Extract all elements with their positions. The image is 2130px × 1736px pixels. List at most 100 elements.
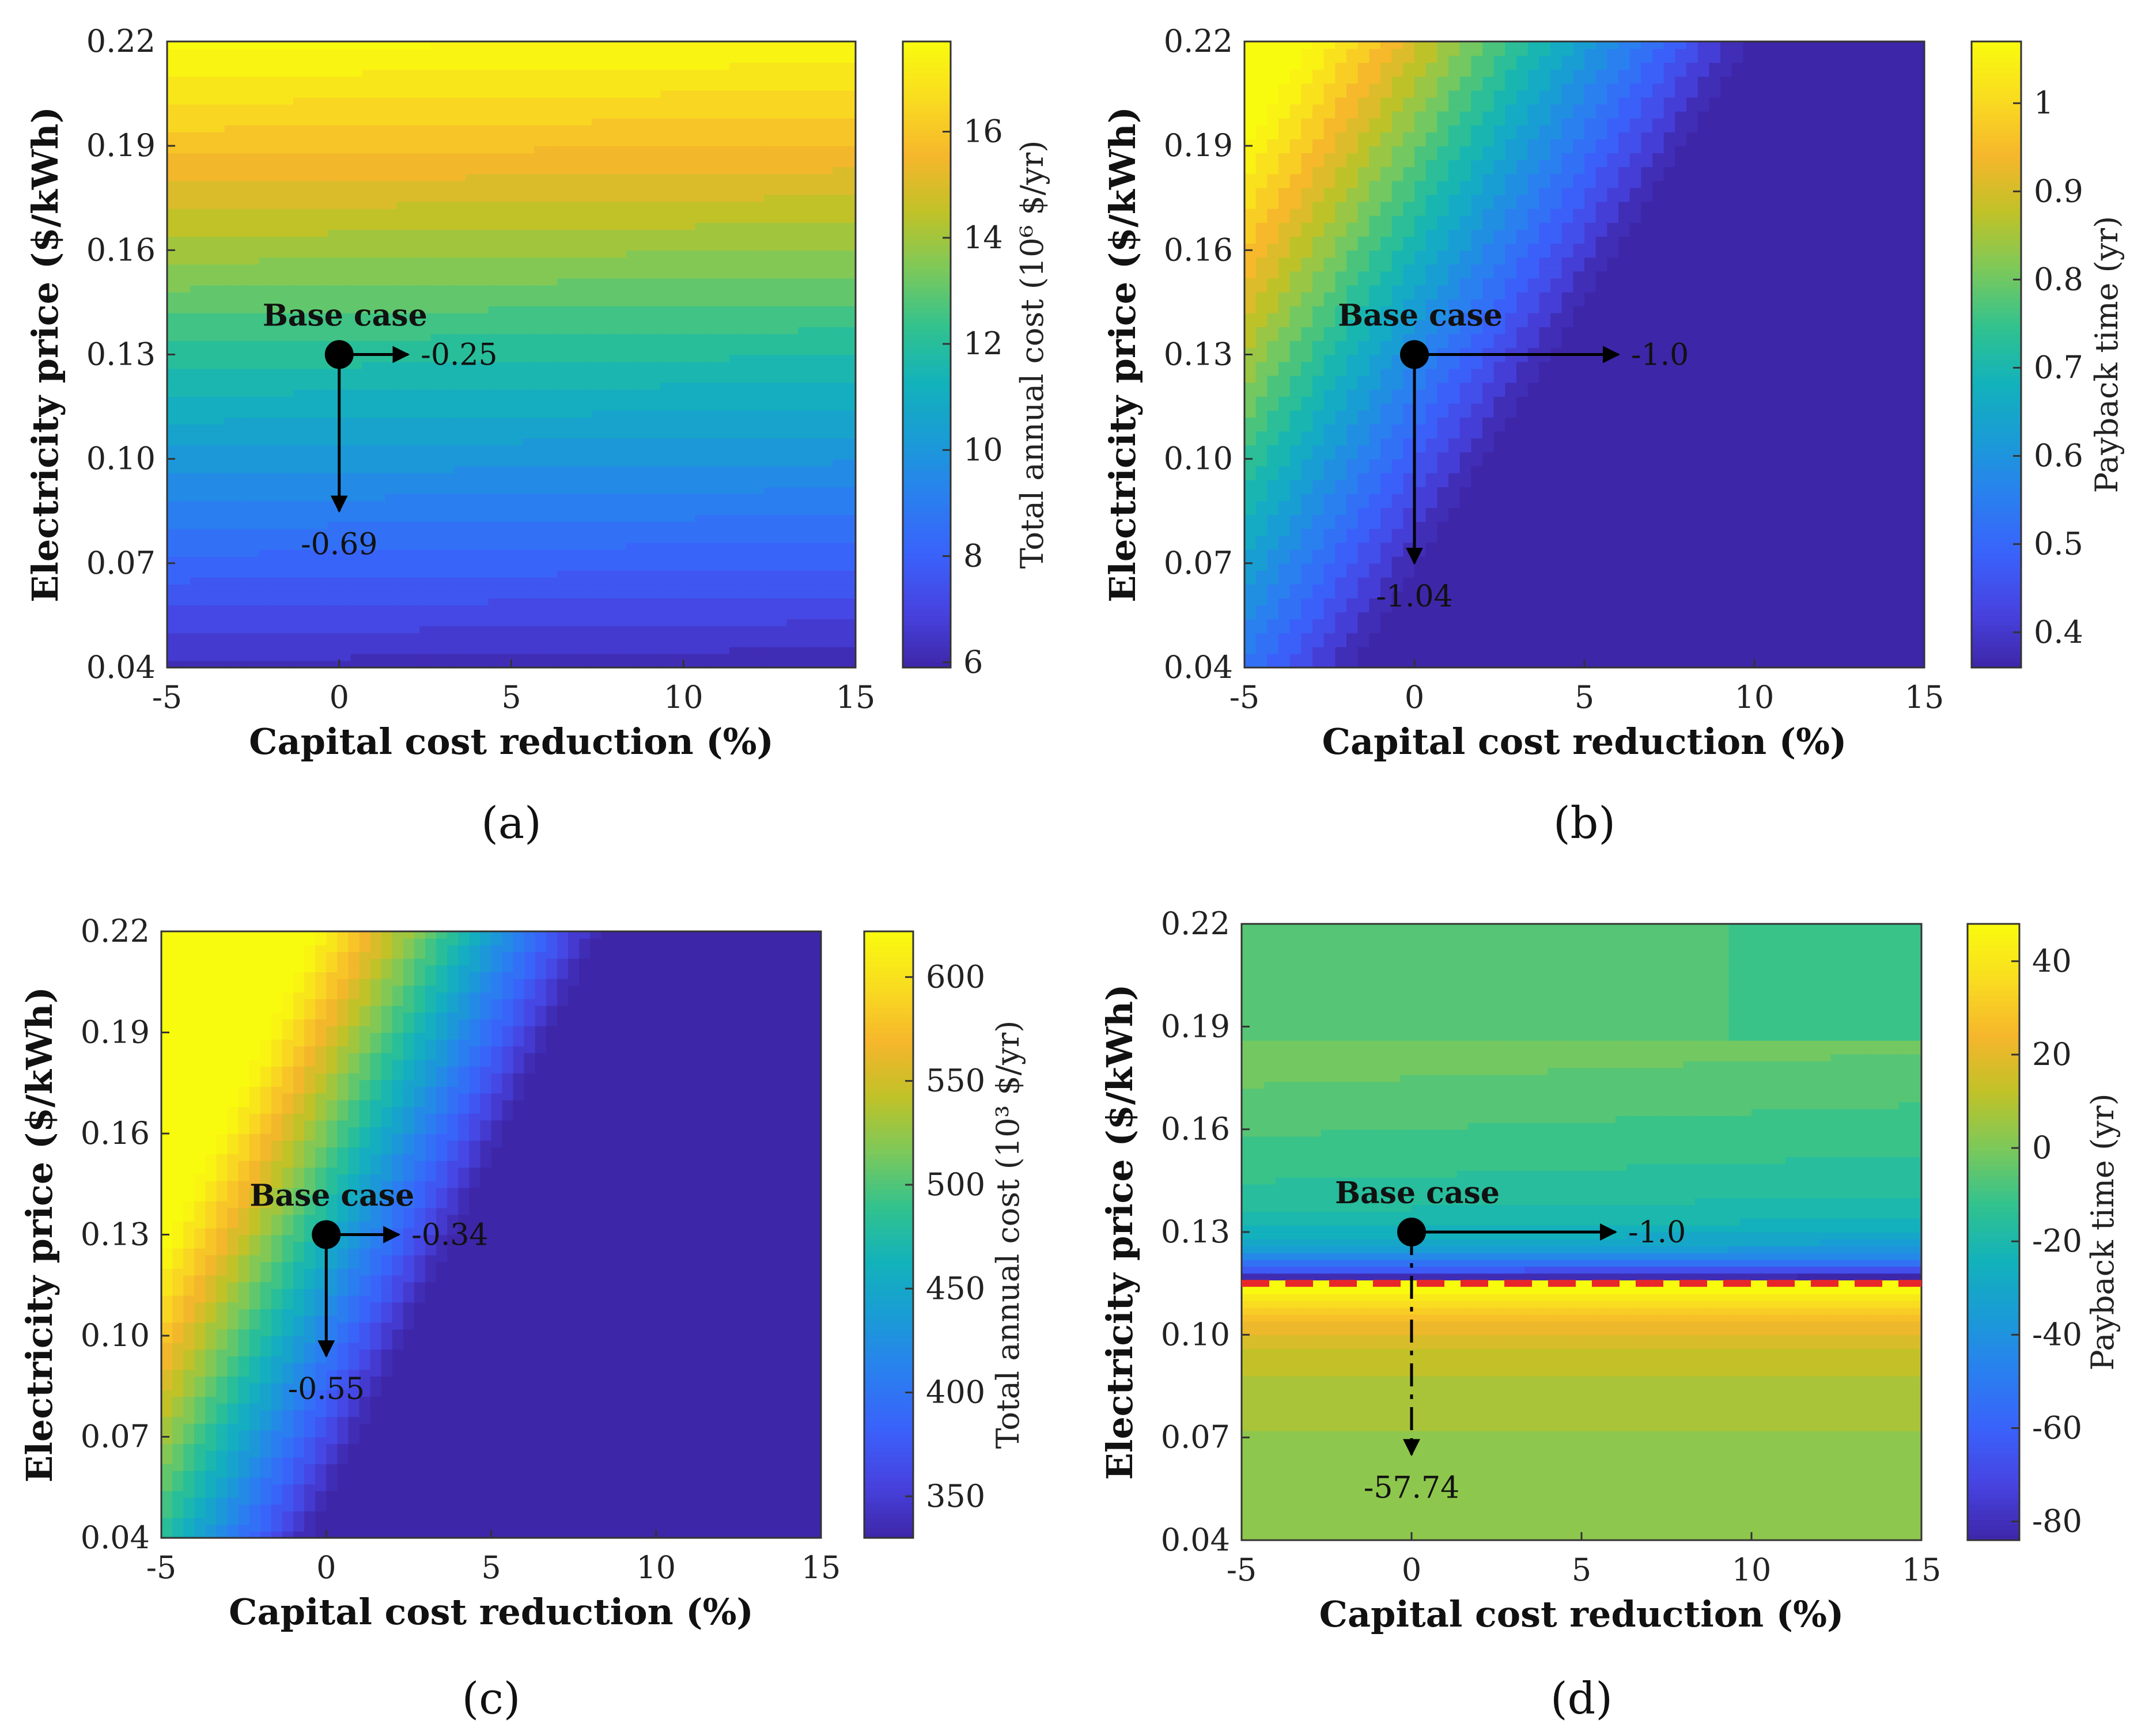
- contour-cell: [259, 375, 271, 383]
- contour-cell: [729, 507, 741, 516]
- contour-cell: [500, 361, 512, 369]
- contour-cell: [775, 229, 788, 237]
- contour-cell: [419, 584, 432, 592]
- contour-cell: [282, 124, 294, 132]
- contour-cell: [614, 563, 627, 571]
- contour-cell: [591, 591, 604, 599]
- contour-cell: [706, 584, 718, 592]
- contour-cell: [293, 410, 305, 418]
- contour-cell: [453, 166, 466, 175]
- contour-cell: [500, 104, 512, 112]
- contour-cell: [534, 591, 547, 599]
- contour-cell: [546, 494, 558, 501]
- contour-cell: [660, 653, 673, 661]
- contour-cell: [683, 41, 695, 49]
- contour-cell: [270, 153, 282, 161]
- contour-cell: [259, 563, 271, 571]
- contour-cell: [569, 111, 581, 119]
- contour-cell: [775, 465, 788, 473]
- contour-cell: [293, 90, 305, 98]
- contour-cell: [546, 410, 558, 418]
- contour-cell: [224, 507, 237, 516]
- contour-cell: [396, 549, 409, 557]
- contour-cell: [603, 347, 615, 355]
- contour-cell: [511, 208, 524, 216]
- contour-cell: [442, 521, 455, 529]
- contour-cell: [591, 291, 604, 300]
- contour-cell: [465, 626, 478, 634]
- contour-cell: [569, 438, 581, 446]
- contour-cell: [373, 375, 386, 383]
- contour-cell: [740, 160, 753, 168]
- contour-cell: [523, 69, 535, 77]
- contour-cell: [419, 111, 432, 119]
- contour-cell: [431, 605, 443, 613]
- contour-cell: [247, 368, 260, 376]
- contour-cell: [683, 347, 695, 355]
- contour-cell: [706, 382, 718, 390]
- contour-cell: [213, 111, 225, 119]
- contour-cell: [695, 278, 707, 286]
- contour-cell: [752, 139, 765, 146]
- contour-cell: [672, 445, 684, 453]
- contour-cell: [786, 132, 799, 139]
- contour-cell: [339, 201, 351, 209]
- contour-cell: [729, 570, 741, 578]
- contour-cell: [201, 632, 214, 640]
- contour-cell: [442, 542, 455, 550]
- contour-cell: [316, 215, 328, 223]
- contour-cell: [718, 166, 730, 175]
- contour-cell: [763, 465, 776, 473]
- contour-cell: [396, 375, 409, 383]
- contour-cell: [339, 438, 351, 446]
- contour-cell: [591, 313, 604, 320]
- contour-cell: [511, 243, 524, 251]
- contour-cell: [718, 117, 730, 126]
- contour-cell: [408, 124, 420, 132]
- contour-cell: [453, 458, 466, 467]
- contour-cell: [327, 208, 340, 216]
- contour-cell: [534, 90, 547, 98]
- contour-cell: [660, 410, 673, 418]
- contour-cell: [786, 264, 799, 272]
- contour-cell: [752, 479, 765, 487]
- contour-cell: [614, 41, 627, 49]
- contour-cell: [465, 494, 478, 501]
- contour-cell: [523, 340, 535, 348]
- contour-cell: [775, 542, 788, 550]
- contour-cell: [637, 472, 650, 480]
- contour-cell: [775, 160, 788, 168]
- contour-cell: [190, 472, 202, 480]
- contour-cell: [259, 160, 271, 168]
- contour-cell: [752, 278, 765, 286]
- contour-cell: [282, 160, 294, 168]
- contour-cell: [339, 117, 351, 126]
- contour-cell: [534, 173, 547, 181]
- contour-cell: [603, 563, 615, 571]
- contour-cell: [293, 48, 305, 56]
- contour-cell: [614, 445, 627, 453]
- contour-cell: [672, 577, 684, 585]
- contour-cell: [649, 632, 661, 640]
- contour-cell: [201, 271, 214, 279]
- contour-cell: [350, 111, 363, 119]
- contour-cell: [385, 445, 398, 453]
- contour-cell: [396, 55, 409, 63]
- contour-cell: [385, 528, 398, 536]
- contour-cell: [660, 375, 673, 383]
- contour-cell: [396, 591, 409, 599]
- contour-cell: [511, 97, 524, 105]
- contour-cell: [649, 347, 661, 355]
- contour-cell: [511, 257, 524, 265]
- contour-cell: [557, 347, 569, 355]
- contour-cell: [740, 458, 753, 467]
- contour-cell: [213, 494, 225, 501]
- contour-cell: [453, 542, 466, 550]
- contour-cell: [236, 445, 248, 453]
- contour-cell: [305, 187, 317, 195]
- contour-cell: [190, 521, 202, 529]
- contour-cell: [293, 236, 305, 244]
- contour-cell: [660, 278, 673, 286]
- contour-cell: [660, 111, 673, 119]
- contour-cell: [511, 327, 524, 335]
